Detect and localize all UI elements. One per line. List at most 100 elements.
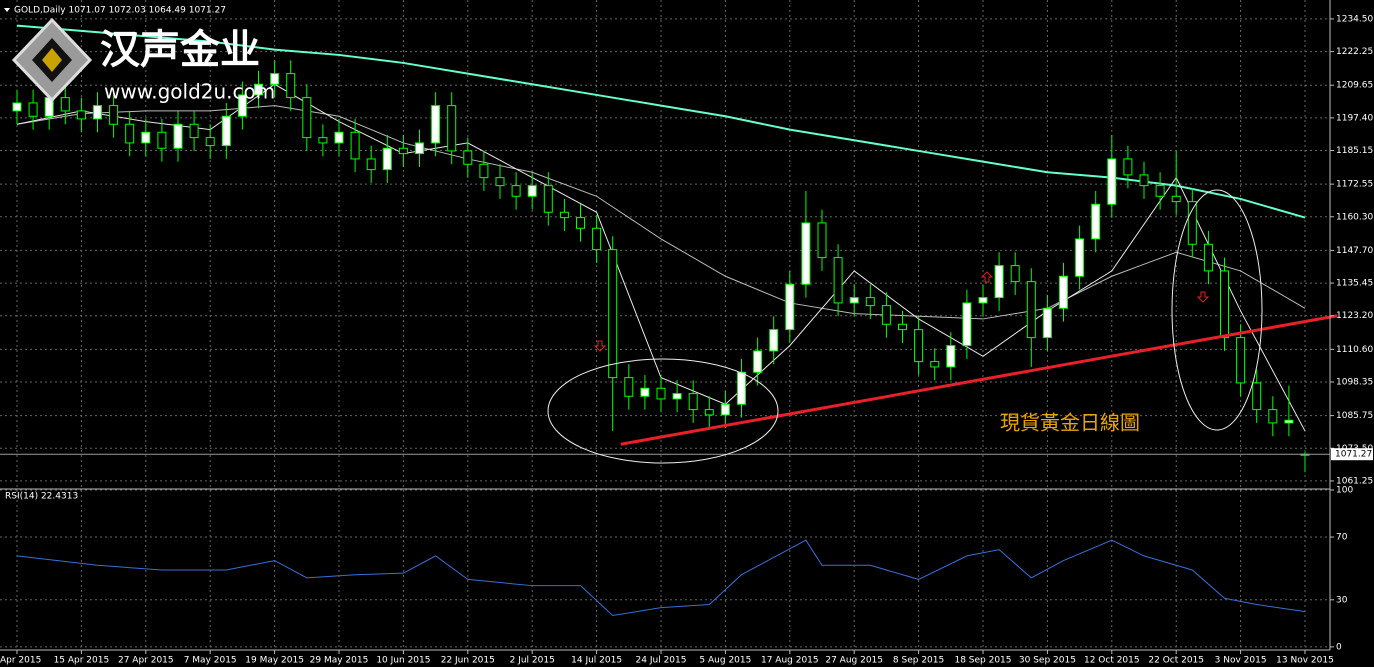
candle-body [1220, 270, 1229, 339]
candle-body [173, 123, 183, 149]
candle-body [382, 147, 392, 171]
up-arrow [980, 271, 994, 283]
candle-body [254, 83, 263, 96]
candle-body [1171, 195, 1181, 203]
highlight-ellipse [1171, 189, 1263, 431]
candle-body [624, 377, 634, 397]
candle-body [592, 227, 602, 251]
x-tick-label: 14 Jul 2015 [571, 656, 622, 666]
candle-body [1123, 158, 1133, 176]
candle-body [431, 105, 441, 144]
y-tick-label: 1234.50 [1336, 14, 1373, 24]
x-tick-label: Apr 2015 [0, 656, 41, 666]
candle-body [350, 131, 360, 160]
axis-labels: 1234.50 1222.25 1209.65 1197.40 1185.15 1172.… [0, 14, 1373, 665]
y-tick-label: 1085.75 [1336, 411, 1373, 421]
x-tick-label: 19 May 2015 [245, 656, 304, 666]
candle-body [415, 142, 424, 155]
candle-body [737, 371, 746, 405]
candle-body [511, 185, 521, 197]
candle-body [141, 131, 151, 144]
candle-body [479, 163, 489, 179]
candle-body [1155, 185, 1165, 197]
y-tick-label: 1061.25 [1336, 476, 1373, 486]
candle-body [543, 185, 553, 213]
candle-body [801, 222, 811, 285]
candle-body [785, 283, 795, 331]
logo-gem [42, 48, 62, 72]
candle-body [1042, 307, 1052, 339]
candle-body [495, 177, 505, 187]
y-tick-label: 1172.55 [1336, 180, 1373, 190]
candle-body [334, 131, 344, 144]
candle-body [930, 361, 940, 368]
y-tick-label: 1160.30 [1336, 212, 1373, 222]
candle-body [672, 393, 682, 400]
y-tick-label: 1185.15 [1336, 146, 1373, 156]
candle-body [704, 409, 714, 416]
candle-body [157, 131, 167, 149]
x-tick-label: 13 Nov 2015 [1276, 656, 1334, 666]
candle-body [125, 123, 135, 144]
candle-body [1284, 419, 1294, 424]
y-tick-label: 1209.65 [1336, 81, 1373, 91]
candle-body [1107, 158, 1117, 205]
candle-body [881, 305, 891, 325]
y-tick-label: 30 [1336, 595, 1348, 605]
candle-body [865, 297, 875, 307]
candle-body [898, 323, 907, 331]
x-tick-label: 22 Jun 2015 [441, 656, 495, 666]
candle-body [76, 110, 86, 120]
candle-body [93, 105, 102, 120]
grid [0, 0, 1330, 650]
y-tick-label: 0 [1336, 642, 1342, 652]
x-tick-label: 17 Aug 2015 [761, 656, 819, 666]
candle-body [1236, 337, 1246, 384]
candle-body [833, 257, 843, 304]
candle-body [221, 115, 231, 147]
x-tick-label: 3 Nov 2015 [1215, 656, 1267, 666]
y-tick-label: 1110.60 [1336, 345, 1373, 355]
rsi-title: RSI(14) 22.4313 [5, 492, 78, 502]
candle-body [994, 265, 1004, 299]
x-tick-label: 5 Aug 2015 [699, 656, 751, 666]
x-tick-label: 24 Jul 2015 [636, 656, 687, 666]
candle-body [914, 329, 924, 363]
x-tick-label: 8 Sep 2015 [893, 656, 944, 666]
x-tick-label: 7 May 2015 [184, 656, 237, 666]
highlight-ellipse [547, 358, 779, 464]
x-tick-label: 29 May 2015 [310, 656, 369, 666]
menu-arrow [4, 8, 10, 12]
candle-body [302, 97, 312, 139]
candle-body [398, 147, 408, 155]
candle-body [1252, 382, 1262, 411]
candle-body [286, 73, 296, 99]
candle-body [1139, 174, 1149, 187]
price-label-box [1331, 448, 1373, 461]
y-tick-label: 100 [1336, 486, 1353, 496]
y-tick-label: 1197.40 [1336, 113, 1373, 123]
x-tick-label: 27 Apr 2015 [118, 656, 174, 666]
candle-body [1026, 281, 1036, 339]
line [16, 24, 1306, 219]
candle-body [1010, 265, 1020, 283]
line [620, 314, 1338, 446]
y-tick-label: 70 [1336, 533, 1348, 543]
candle-body [849, 297, 859, 304]
candle-body [1075, 238, 1085, 277]
candle-body [608, 249, 618, 379]
candle-body [60, 97, 70, 112]
candle-body [559, 211, 569, 219]
down-arrow [1196, 291, 1210, 303]
candle-body [463, 150, 473, 165]
candle-body [576, 217, 585, 229]
price-label: 1071.27 [1335, 450, 1372, 460]
candle-body [753, 350, 763, 373]
candle-body [1091, 203, 1101, 240]
candle-body [640, 387, 650, 397]
candle-body [1203, 243, 1213, 272]
candle-body [189, 123, 199, 139]
candle-body [1187, 201, 1197, 245]
